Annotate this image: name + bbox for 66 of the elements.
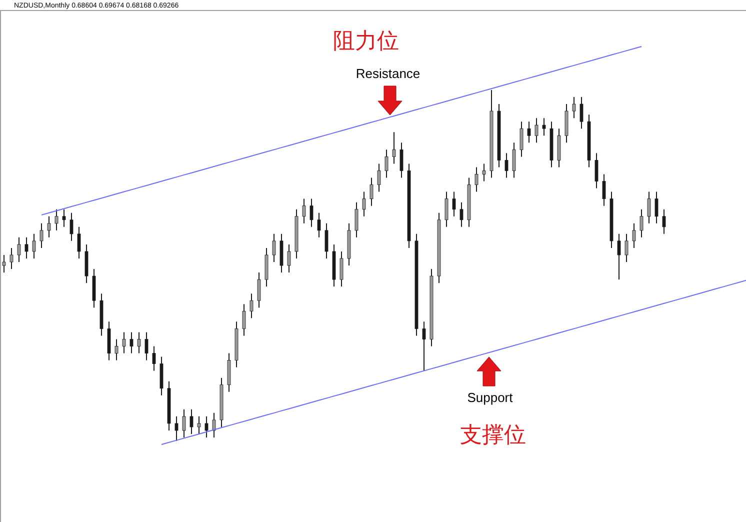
candlestick bbox=[122, 332, 126, 354]
candlestick bbox=[662, 208, 666, 234]
candlestick bbox=[317, 212, 321, 238]
candlestick bbox=[17, 236, 21, 262]
candlestick bbox=[542, 118, 546, 136]
candlestick bbox=[137, 332, 141, 354]
candlestick bbox=[174, 416, 178, 442]
candlestick bbox=[182, 408, 186, 438]
candlestick bbox=[62, 208, 66, 228]
candlestick bbox=[54, 208, 58, 231]
candlestick bbox=[520, 121, 524, 158]
annotation: 支撑位 bbox=[460, 423, 526, 448]
candlestick bbox=[452, 191, 456, 217]
candlestick bbox=[212, 412, 216, 438]
candlestick bbox=[444, 191, 448, 228]
candlestick bbox=[527, 121, 531, 144]
candlestick bbox=[654, 191, 658, 224]
annotation: Support bbox=[467, 390, 514, 405]
candlestick bbox=[324, 222, 328, 259]
candlestick bbox=[617, 233, 621, 280]
candlestick bbox=[362, 191, 366, 217]
candlestick bbox=[624, 233, 628, 262]
candlestick bbox=[24, 236, 28, 259]
candlestick bbox=[47, 216, 51, 238]
candlestick bbox=[504, 152, 508, 178]
candlestick bbox=[482, 163, 486, 182]
candlestick bbox=[460, 202, 464, 228]
candlestick bbox=[640, 208, 644, 238]
candlestick bbox=[204, 416, 208, 438]
candlestick bbox=[77, 226, 81, 259]
candlestick bbox=[10, 247, 14, 270]
candlestick bbox=[384, 149, 388, 178]
candlestick bbox=[302, 198, 306, 224]
candlestick bbox=[114, 338, 118, 361]
candlestick bbox=[272, 233, 276, 262]
candlestick bbox=[422, 321, 426, 372]
candlestick bbox=[632, 222, 636, 248]
candlestick bbox=[197, 416, 201, 434]
candlestick bbox=[287, 244, 291, 274]
candlestick bbox=[370, 177, 374, 206]
candlestick bbox=[580, 96, 584, 130]
candlestick bbox=[392, 132, 396, 164]
candlestick bbox=[310, 198, 314, 228]
candlestick bbox=[257, 272, 261, 308]
candlestick bbox=[647, 191, 651, 224]
candlestick bbox=[32, 233, 36, 259]
candlestick bbox=[354, 202, 358, 238]
candlestick bbox=[512, 142, 516, 178]
candlestick bbox=[534, 118, 538, 144]
candlestick bbox=[400, 142, 404, 178]
candlestick bbox=[190, 408, 194, 434]
candlestick bbox=[572, 96, 576, 119]
candlestick bbox=[70, 212, 74, 242]
candlestick bbox=[152, 346, 156, 372]
text: Resistance bbox=[356, 66, 420, 81]
candlestick bbox=[377, 163, 381, 192]
candlestick bbox=[242, 304, 246, 336]
candlestick bbox=[250, 293, 254, 319]
candlestick bbox=[40, 222, 44, 248]
candlestick bbox=[474, 166, 478, 192]
text: 阻力位 bbox=[333, 29, 399, 54]
candlestick bbox=[130, 332, 134, 354]
candlestick bbox=[594, 152, 598, 189]
candlestick bbox=[144, 332, 148, 361]
candlestick bbox=[340, 250, 344, 288]
candlestick bbox=[602, 174, 606, 206]
